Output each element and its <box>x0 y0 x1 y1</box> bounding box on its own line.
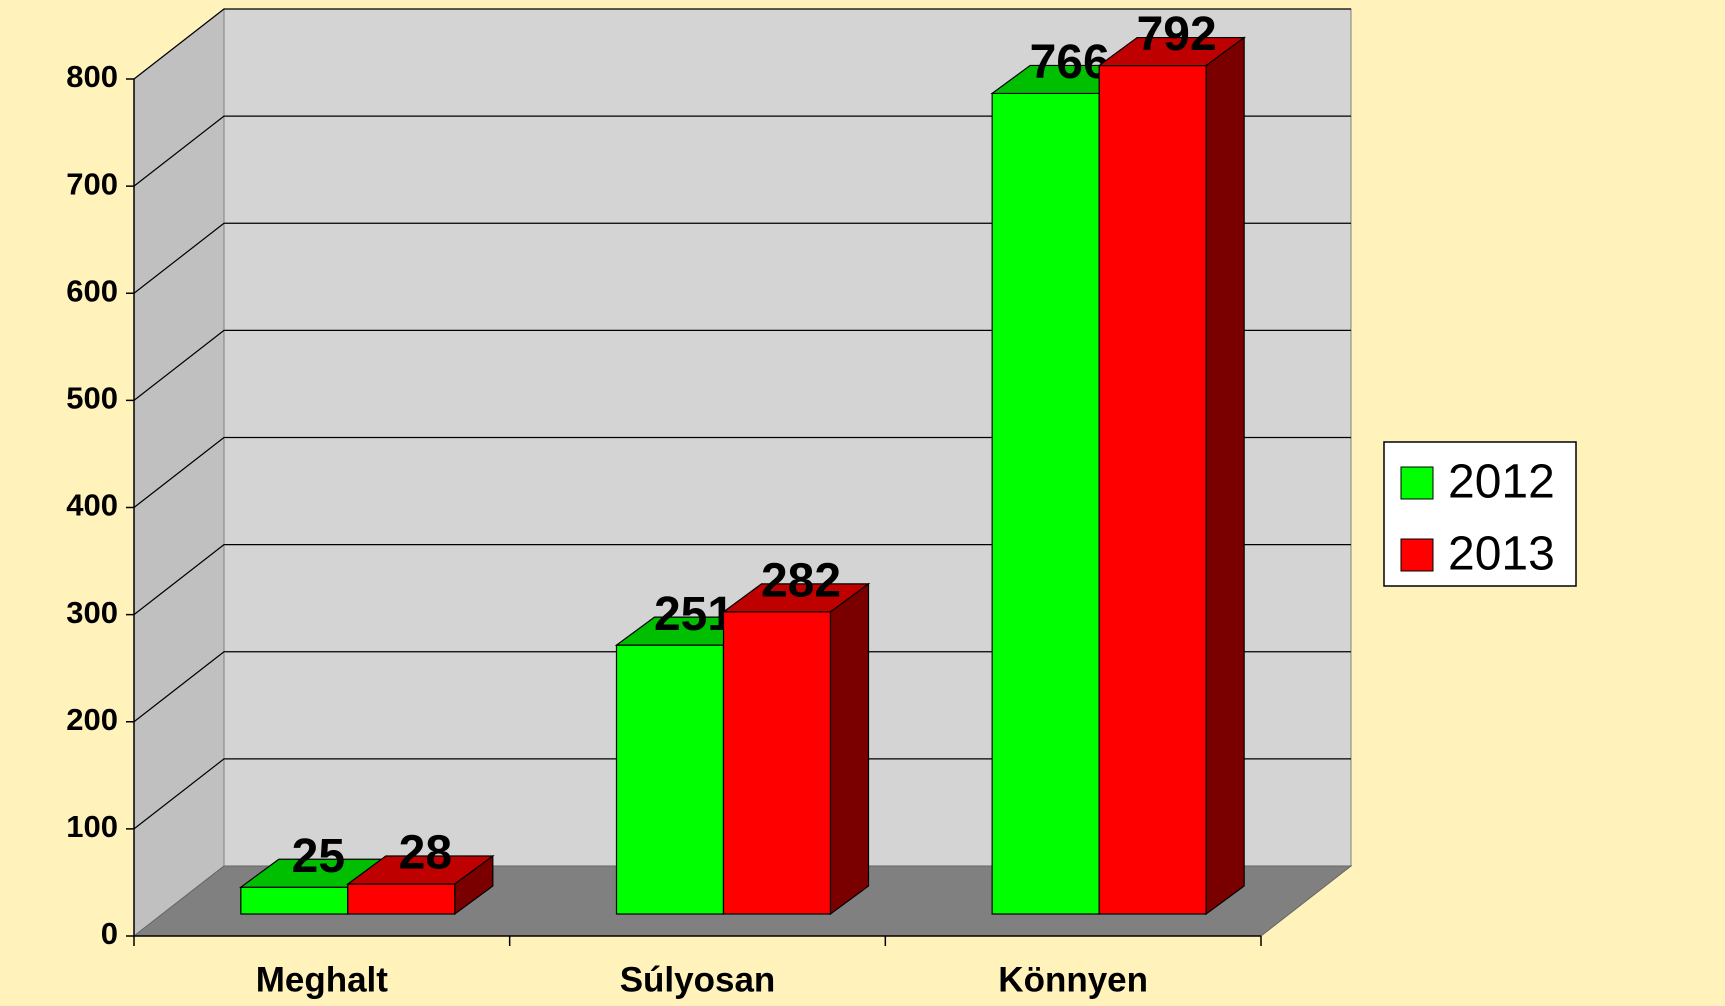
value-label: 792 <box>1137 8 1217 61</box>
y-tick-label: 0 <box>101 916 118 951</box>
grid-line <box>133 222 1351 294</box>
legend-swatch <box>1400 466 1434 500</box>
value-label: 28 <box>399 827 452 880</box>
y-tick-label: 800 <box>66 59 118 94</box>
grid-line <box>133 436 1351 508</box>
bar-side <box>829 582 870 916</box>
value-label: 282 <box>761 555 841 608</box>
value-label: 251 <box>654 588 734 641</box>
value-label: 25 <box>292 830 345 883</box>
bar-front <box>722 611 832 915</box>
value-label: 766 <box>1030 36 1110 89</box>
grid-line <box>133 544 1351 616</box>
legend-swatch <box>1400 538 1434 572</box>
x-tick-label: Súlyosan <box>620 960 776 999</box>
bar-front <box>1098 64 1207 915</box>
grid-line <box>133 329 1351 401</box>
grid-line <box>133 115 1351 187</box>
legend-label: 2012 <box>1448 456 1555 509</box>
y-tick-label: 100 <box>66 809 118 844</box>
bar-front <box>615 644 725 915</box>
bar-side <box>1205 36 1245 916</box>
bar-side <box>454 854 494 916</box>
grid-line <box>133 8 1351 80</box>
bar-front <box>240 886 349 915</box>
y-tick-label: 600 <box>66 273 118 308</box>
grid-line <box>133 651 1351 723</box>
legend-label: 2013 <box>1448 528 1555 581</box>
x-tick-label: Könnyen <box>998 960 1148 999</box>
grid-line <box>133 758 1351 830</box>
bar-front <box>991 92 1100 915</box>
y-tick-label: 500 <box>66 381 118 416</box>
bar-front <box>347 883 456 915</box>
y-tick-label: 300 <box>66 595 118 630</box>
y-tick-label: 700 <box>66 166 118 201</box>
y-tick-label: 400 <box>66 488 118 523</box>
x-tick-label: Meghalt <box>256 960 389 999</box>
y-tick-label: 200 <box>66 702 118 737</box>
